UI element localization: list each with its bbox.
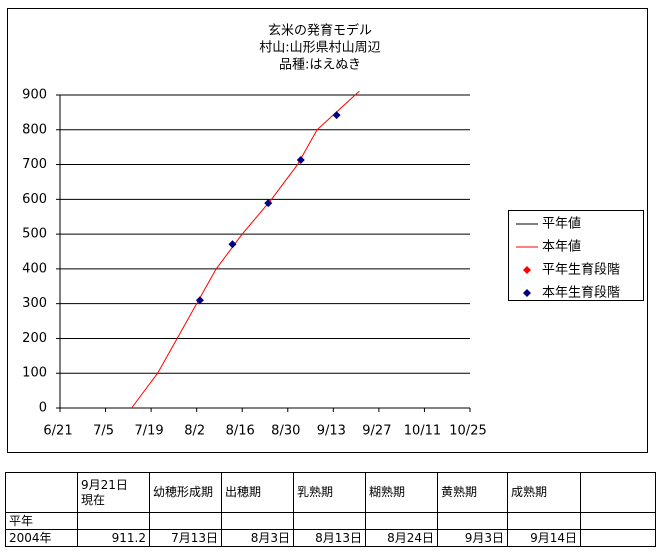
- row-label: 2004年: [5, 529, 78, 547]
- legend-box: [508, 210, 644, 301]
- cell: 9月3日: [437, 529, 508, 547]
- cell: 9月14日: [507, 529, 581, 547]
- legend-label: 本年生育段階: [542, 285, 620, 301]
- y-tick-label: 600: [22, 192, 47, 207]
- legend-marker: [523, 266, 531, 274]
- y-tick-label: 700: [22, 157, 47, 172]
- header-cell: 黄熟期: [437, 472, 508, 513]
- header-cell: 糊熟期: [365, 472, 438, 513]
- header-cell: 乳熟期: [293, 472, 366, 513]
- y-tick-label: 200: [22, 331, 47, 346]
- stage-marker: [228, 240, 237, 249]
- x-tick-label: 9/13: [317, 424, 346, 439]
- cell: 911.2: [77, 529, 150, 547]
- chart-title: 品種:はえぬき: [279, 57, 361, 73]
- stage-marker: [332, 111, 341, 120]
- stage-marker: [296, 156, 305, 165]
- y-tick-label: 500: [22, 227, 47, 242]
- stage-table: 9月21日 現在 幼穂形成期 出穂期 乳熟期 糊熟期 黄熟期 成熟期 平年 2004年 911…: [5, 472, 656, 547]
- header-cell: 幼穂形成期: [149, 472, 222, 513]
- y-tick-label: 800: [22, 122, 47, 137]
- row-label: 平年: [5, 512, 78, 530]
- chart-title: 村山:山形県村山周辺: [259, 41, 380, 56]
- x-tick-label: 10/11: [404, 424, 441, 439]
- y-tick-label: 900: [22, 88, 47, 103]
- x-tick-label: 10/25: [449, 424, 486, 439]
- cell: 8月13日: [293, 529, 366, 547]
- header-cell: 成熟期: [507, 472, 581, 513]
- x-tick-label: 9/27: [362, 424, 391, 439]
- x-tick-label: 7/19: [135, 424, 164, 439]
- cell: 7月13日: [149, 529, 222, 547]
- chart-title: 玄米の発育モデル: [268, 23, 372, 39]
- cell: 8月24日: [365, 529, 438, 547]
- x-tick-label: 8/2: [184, 424, 205, 439]
- x-tick-label: 8/30: [271, 424, 300, 439]
- stage-marker: [195, 296, 204, 305]
- y-tick-label: 0: [39, 401, 47, 416]
- legend-label: 平年生育段階: [542, 262, 620, 278]
- y-tick-label: 300: [22, 296, 47, 311]
- x-tick-label: 8/16: [226, 424, 255, 439]
- x-tick-label: 7/5: [93, 424, 114, 439]
- legend-marker: [523, 289, 531, 297]
- stage-marker: [264, 199, 273, 208]
- header-cell: 出穂期: [221, 472, 294, 513]
- header-cell: 9月21日 現在: [77, 472, 150, 513]
- x-tick-label: 6/21: [43, 424, 72, 439]
- y-tick-label: 400: [22, 261, 47, 276]
- data-line: [131, 90, 360, 409]
- y-tick-label: 100: [22, 366, 47, 381]
- cell: 8月3日: [221, 529, 294, 547]
- legend-label: 本年値: [542, 239, 581, 255]
- legend-label: 平年値: [542, 216, 581, 232]
